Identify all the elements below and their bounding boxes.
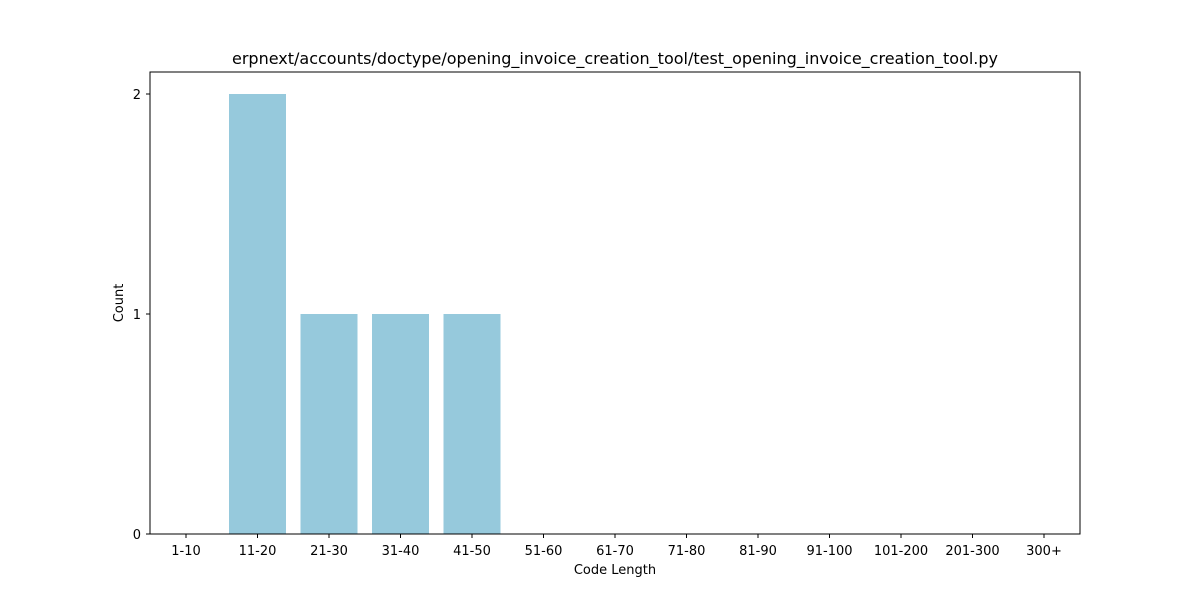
- bars-group: [229, 94, 501, 534]
- bar-41-50: [443, 314, 501, 534]
- bar-11-20: [229, 94, 286, 534]
- x-tick-label: 21-30: [310, 544, 348, 559]
- plot-frame: [149, 71, 1081, 535]
- x-tick-label: 71-80: [668, 544, 706, 559]
- x-axis-label: Code Length: [574, 563, 656, 578]
- y-axis-label: Count: [112, 284, 127, 323]
- bar-21-30: [300, 314, 358, 534]
- y-tick-label: 1: [133, 308, 141, 323]
- x-tick-label: 101-200: [874, 544, 928, 559]
- x-tick-label: 1-10: [171, 544, 201, 559]
- x-tick-label: 31-40: [382, 544, 420, 559]
- x-axis: 1-10 11-20 21-30 31-40 41-50 51-60 61-70 71-80 8…: [171, 534, 1062, 559]
- bar-31-40: [372, 314, 429, 534]
- y-tick-label: 2: [133, 88, 141, 103]
- chart-title: erpnext/accounts/doctype/opening_invoice…: [232, 49, 998, 69]
- x-tick-label: 11-20: [239, 544, 277, 559]
- x-tick-label: 81-90: [739, 544, 777, 559]
- y-axis: 0 1 2: [133, 88, 150, 543]
- x-tick-label: 41-50: [453, 544, 491, 559]
- x-tick-label: 51-60: [525, 544, 563, 559]
- x-tick-label: 61-70: [596, 544, 634, 559]
- x-tick-label: 201-300: [945, 544, 999, 559]
- y-tick-label: 0: [133, 528, 141, 543]
- x-tick-label: 91-100: [806, 544, 852, 559]
- x-tick-label: 300+: [1026, 544, 1062, 559]
